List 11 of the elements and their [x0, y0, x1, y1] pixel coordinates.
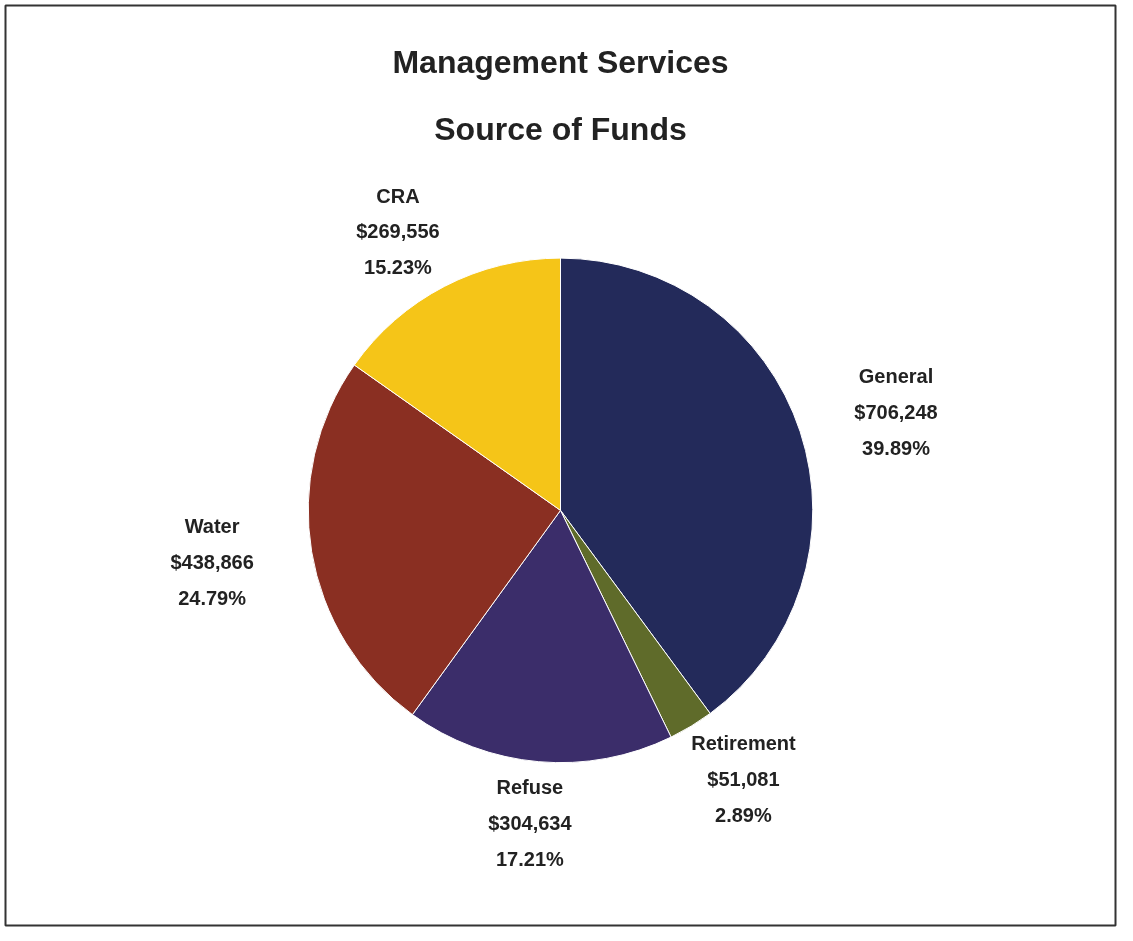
slice-label: Water [184, 514, 240, 537]
data-label: $304,634 17.21% [488, 812, 573, 871]
data-label: $269,556 15.23% [356, 220, 440, 279]
data-label: $706,248 39.89% [854, 401, 938, 460]
chart-title: Management Services Source of Funds [392, 43, 729, 147]
slice-label: Retirement [691, 732, 796, 755]
data-label: $51,081 2.89% [707, 768, 780, 827]
data-label: $438,866 24.79% [170, 550, 254, 609]
slice-label: Refuse [496, 776, 564, 799]
slice-label: General [858, 365, 934, 388]
slice-label: CRA [376, 184, 420, 207]
